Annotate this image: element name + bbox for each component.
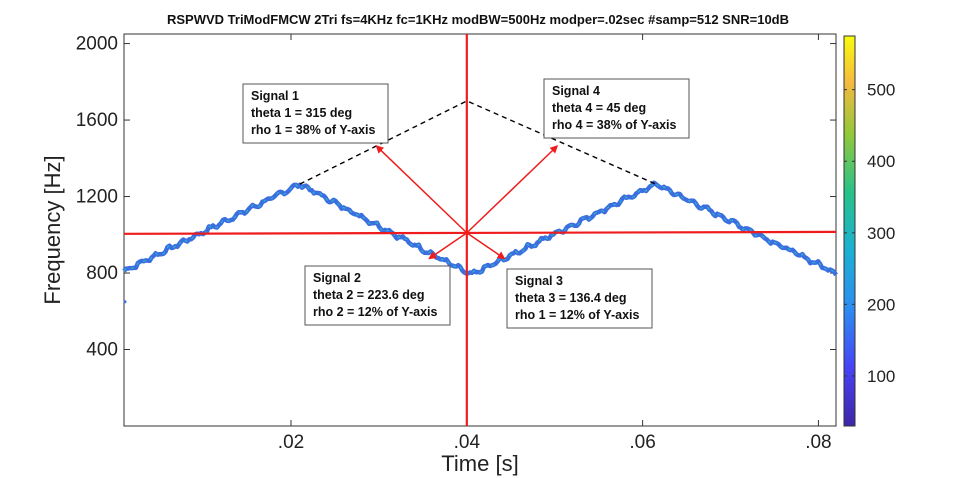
chart-title: RSPWVD TriModFMCW 2Tri fs=4KHz fc=1KHz m… bbox=[167, 12, 789, 27]
annotation-line: Signal 1 bbox=[251, 89, 299, 103]
crosshair-layer bbox=[123, 34, 837, 426]
colorbar-tick-label: 300 bbox=[867, 224, 895, 243]
signal-trace-layer bbox=[122, 180, 838, 304]
signal-trace-highlight bbox=[123, 181, 837, 276]
annotation-line: rho 4 = 38% of Y-axis bbox=[552, 118, 677, 132]
y-tick-label: 400 bbox=[86, 340, 118, 361]
annotation-line: rho 2 = 12% of Y-axis bbox=[313, 305, 438, 319]
annotation-box bbox=[304, 265, 451, 326]
dashed-outline bbox=[299, 100, 657, 185]
annotation-box bbox=[506, 268, 653, 329]
signal-1-vector bbox=[375, 145, 468, 234]
y-tick-label: 800 bbox=[86, 263, 118, 284]
dashed-outline-layer bbox=[299, 100, 657, 185]
annotation-line: rho 1 = 38% of Y-axis bbox=[251, 123, 376, 137]
horizontal-center-line bbox=[123, 230, 837, 235]
annotation-line: theta 4 = 45 deg bbox=[552, 101, 646, 115]
signal-2-annotation: Signal 2 theta 2 = 223.6 deg rho 2 = 12% o… bbox=[304, 265, 451, 326]
signal-1-annotation: Signal 1 theta 1 = 315 deg rho 1 = 38% of … bbox=[242, 83, 389, 144]
colorbar-tick-label: 400 bbox=[867, 152, 895, 171]
x-tick-label: .04 bbox=[454, 432, 481, 453]
y-tick-label: 2000 bbox=[76, 34, 118, 55]
annotation-line: Signal 3 bbox=[515, 274, 563, 288]
y-axis-label: Frequency [Hz] bbox=[40, 155, 65, 304]
signal-3-vector bbox=[466, 232, 506, 260]
annotation-line: theta 1 = 315 deg bbox=[251, 106, 352, 120]
x-tick-label: .08 bbox=[805, 432, 831, 453]
annotation-line: rho 1 = 12% of Y-axis bbox=[515, 308, 640, 322]
x-tick-label: .06 bbox=[629, 432, 655, 453]
annotation-box bbox=[242, 83, 389, 144]
y-axis-ticks: 400 800 1200 1600 2000 bbox=[76, 34, 836, 361]
y-tick-label: 1200 bbox=[76, 187, 118, 208]
annotation-box bbox=[543, 78, 690, 139]
annotation-line: theta 3 = 136.4 deg bbox=[515, 291, 627, 305]
colorbar-tick-label: 100 bbox=[867, 367, 895, 386]
signal-2-vector bbox=[428, 232, 468, 260]
annotation-line: Signal 4 bbox=[552, 84, 600, 98]
colorbar-tick-label: 200 bbox=[867, 295, 895, 314]
x-tick-label: .02 bbox=[278, 432, 304, 453]
vector-layer bbox=[375, 145, 559, 260]
signal-4-vector bbox=[466, 145, 559, 234]
x-axis-label: Time [s] bbox=[441, 451, 518, 476]
signal-4-annotation: Signal 4 theta 4 = 45 deg rho 4 = 38% of Y… bbox=[543, 78, 690, 139]
colorbar-ticks: 100 200 300 400 500 bbox=[844, 81, 895, 386]
y-tick-label: 1600 bbox=[76, 110, 118, 131]
plot-area bbox=[123, 33, 837, 427]
signal-3-annotation: Signal 3 theta 3 = 136.4 deg rho 1 = 12% o… bbox=[506, 268, 653, 329]
annotation-layer: Signal 1 theta 1 = 315 deg rho 1 = 38% of … bbox=[242, 78, 690, 329]
colorbar bbox=[843, 35, 856, 427]
colorbar-tick-label: 500 bbox=[867, 81, 895, 100]
annotation-line: Signal 2 bbox=[313, 271, 361, 285]
annotation-line: theta 2 = 223.6 deg bbox=[313, 288, 425, 302]
noise-speck bbox=[123, 300, 127, 304]
